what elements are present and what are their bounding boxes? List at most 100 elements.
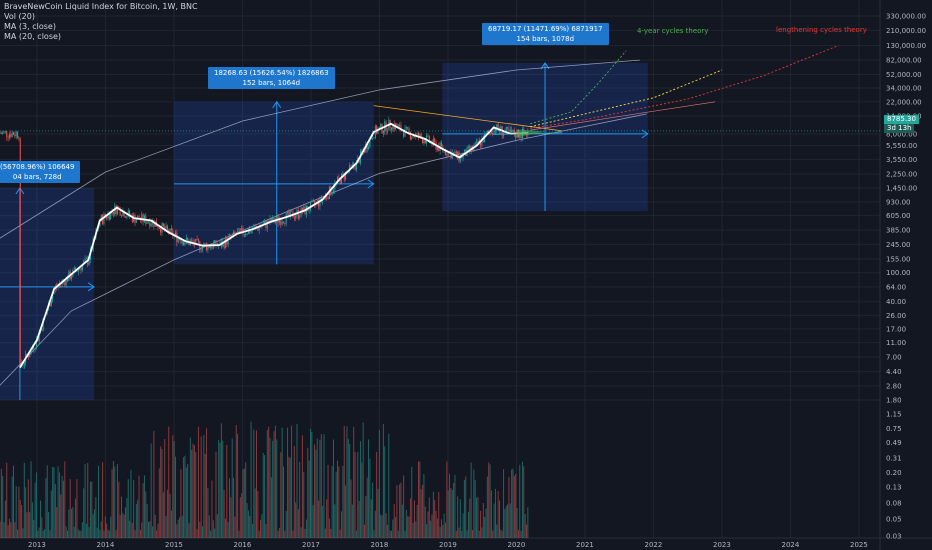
volume-bar <box>233 477 235 538</box>
candle-body <box>497 124 499 130</box>
candle-body <box>349 164 351 172</box>
volume-bar <box>327 464 329 538</box>
volume-bar <box>19 499 21 538</box>
volume-bar <box>477 497 479 538</box>
volume-bar <box>324 528 326 538</box>
volume-bar <box>342 465 344 538</box>
volume-bar <box>280 452 282 538</box>
countdown-tag: 3d 13h <box>884 124 915 133</box>
volume-bar <box>454 474 456 538</box>
candle-body <box>214 240 216 244</box>
volume-bar <box>434 499 436 538</box>
volume-bar <box>320 433 322 538</box>
volume-bar <box>195 452 197 538</box>
y-tick-label: 34,000.00 <box>886 85 922 93</box>
candle-body <box>100 215 102 221</box>
volume-bar <box>422 484 424 538</box>
volume-bar <box>79 530 81 538</box>
volume-bar <box>148 521 149 538</box>
volume-bar <box>332 439 334 538</box>
volume-bar <box>169 493 171 538</box>
x-tick-label: 2018 <box>371 541 389 549</box>
candle-body <box>480 139 482 146</box>
candle-body <box>326 195 328 198</box>
volume-bar <box>443 513 445 538</box>
volume-bar <box>446 461 448 538</box>
volume-bar <box>212 520 214 538</box>
volume-bar <box>310 428 311 538</box>
candle-body <box>102 215 104 224</box>
volume-bar <box>41 517 43 538</box>
candle-body <box>206 243 208 251</box>
candle-body <box>84 258 86 262</box>
cycle3-label[interactable]: 68719.17 (11471.69%) 6871917 154 bars, 1… <box>482 23 609 45</box>
volume-bar <box>40 500 41 538</box>
volume-bar <box>35 472 37 538</box>
volume-bar <box>284 530 286 538</box>
volume-bar <box>501 530 503 538</box>
candle-body <box>420 133 422 138</box>
volume-bar <box>84 464 86 538</box>
candle-body <box>247 229 249 234</box>
volume-bar <box>33 519 35 538</box>
candle-body <box>432 138 434 145</box>
volume-bar <box>423 474 425 538</box>
volume-bar <box>96 527 98 538</box>
volume-bar <box>445 522 446 538</box>
candle-body <box>513 130 515 136</box>
volume-bar <box>119 515 121 538</box>
volume-bar <box>526 524 527 538</box>
x-tick-label: 2024 <box>782 541 800 549</box>
y-tick-label: 930.00 <box>886 199 911 207</box>
candle-body <box>447 151 449 156</box>
volume-bar <box>431 514 433 538</box>
volume-bar <box>95 497 97 538</box>
candle-body <box>269 218 271 224</box>
volume-bar <box>116 464 118 538</box>
y-tick-label: 2.80 <box>886 383 902 391</box>
volume-bar <box>268 426 270 538</box>
volume-bar <box>357 451 359 538</box>
volume-bar <box>22 528 24 538</box>
arrow-head <box>87 282 95 292</box>
candle-body <box>195 238 197 245</box>
candle-body <box>481 138 483 146</box>
candle-body <box>2 132 4 134</box>
candle-body <box>224 237 226 248</box>
volume-bar <box>237 433 239 538</box>
volume-bar <box>52 466 54 538</box>
volume-bar <box>0 468 2 538</box>
volume-bar <box>303 472 305 538</box>
volume-bar <box>462 513 464 538</box>
volume-bar <box>13 465 14 538</box>
volume-bar <box>27 479 29 538</box>
volume-bar <box>160 446 162 538</box>
volume-bar <box>175 456 176 538</box>
candle-body <box>459 155 461 162</box>
volume-bar <box>442 524 444 538</box>
volume-bar <box>283 466 284 538</box>
candle-body <box>445 149 446 155</box>
volume-bar <box>239 497 241 538</box>
candle-body <box>166 225 168 230</box>
volume-bar <box>11 476 13 538</box>
volume-bar <box>31 502 33 538</box>
cycle2-label[interactable]: 18268.63 (15626.54%) 1826863 152 bars, 1… <box>208 67 335 89</box>
volume-bar <box>515 473 517 538</box>
candle-body <box>400 124 402 131</box>
volume-bar <box>193 445 195 538</box>
candle-body <box>337 177 338 182</box>
volume-bar <box>154 514 156 538</box>
volume-bar <box>314 444 316 538</box>
candle-body <box>408 128 410 132</box>
volume-bar <box>37 530 39 538</box>
cycle1-label[interactable]: (56708.96%) 106649 04 bars, 728d <box>0 161 81 183</box>
volume-bar <box>247 510 249 538</box>
candle-body <box>361 151 363 152</box>
volume-bar <box>98 465 100 538</box>
volume-bar <box>307 447 309 538</box>
candle-body <box>208 244 210 248</box>
candle-body <box>246 233 248 235</box>
volume-bar <box>103 530 105 538</box>
